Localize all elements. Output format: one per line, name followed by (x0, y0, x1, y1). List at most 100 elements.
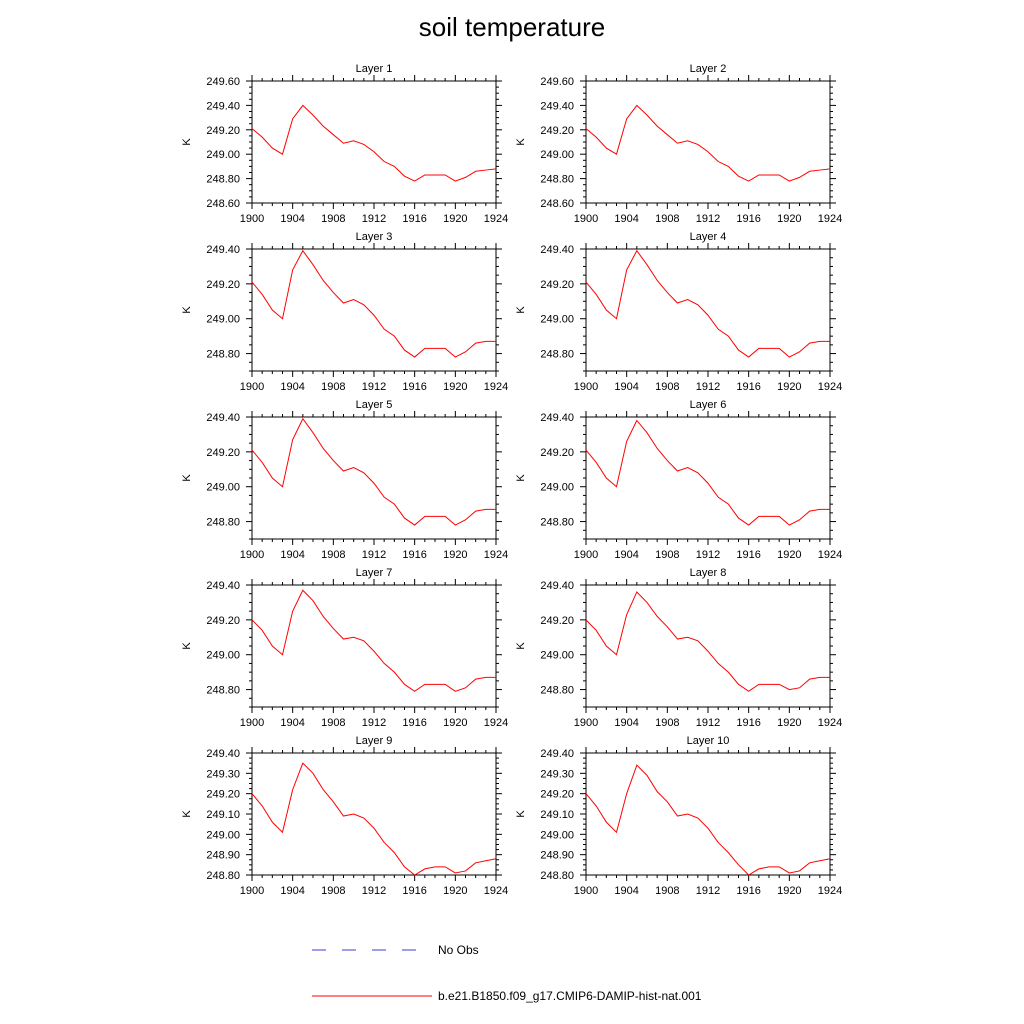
y-axis-label: K (181, 642, 193, 650)
x-tick-label: 1912 (696, 549, 720, 561)
y-axis-label: K (181, 138, 193, 146)
panel-2: Layer 2 K 1900 1904 1908 1912 1916 1920 1924 248.… (515, 63, 842, 225)
y-tick-label: 249.40 (540, 244, 574, 256)
series-line (585, 591, 830, 692)
plot-frame (251, 752, 497, 876)
x-tick-label: 1912 (696, 717, 720, 729)
x-tick-label: 1912 (362, 213, 386, 225)
x-tick-label: 1912 (696, 381, 720, 393)
panel-1: Layer 1 K 1900 1904 1908 1912 1916 1920 1924 248.… (181, 63, 508, 225)
y-tick-label: 249.20 (206, 789, 240, 801)
y-axis-label: K (181, 474, 193, 482)
x-tick-label: 1908 (655, 213, 679, 225)
y-tick-label: 249.10 (540, 809, 574, 821)
x-tick-label: 1916 (402, 549, 426, 561)
legend-label-no-obs: No Obs (438, 943, 479, 957)
y-tick-label: 249.20 (540, 447, 574, 459)
page-title: soil temperature (418, 12, 606, 42)
y-tick-label: 249.00 (540, 314, 574, 326)
plot-frame (585, 416, 831, 540)
y-tick-label: 249.40 (206, 748, 240, 760)
panel-title: Layer 6 (690, 399, 727, 411)
x-tick-label: 1904 (614, 885, 638, 897)
y-tick-label: 249.60 (540, 76, 574, 88)
x-tick-label: 1920 (443, 549, 467, 561)
series-line (251, 589, 496, 692)
series-line (251, 249, 496, 358)
x-tick-label: 1920 (443, 213, 467, 225)
y-tick-label: 249.20 (206, 447, 240, 459)
x-tick-label: 1900 (240, 213, 264, 225)
x-tick-label: 1920 (443, 381, 467, 393)
x-tick-label: 1920 (443, 717, 467, 729)
plot-frame (251, 416, 497, 540)
legend-label-model: b.e21.B1850.f09_g17.CMIP6-DAMIP-hist-nat… (438, 989, 702, 1003)
x-tick-label: 1900 (574, 381, 598, 393)
series-line (585, 104, 831, 182)
y-tick-label: 248.80 (206, 685, 240, 697)
x-tick-label: 1916 (402, 213, 426, 225)
panel-title: Layer 1 (356, 63, 393, 75)
y-tick-label: 249.40 (206, 100, 240, 112)
y-tick-label: 249.20 (540, 125, 574, 137)
y-tick-label: 249.00 (206, 314, 240, 326)
x-tick-label: 1908 (321, 885, 345, 897)
x-tick-label: 1908 (655, 549, 679, 561)
y-tick-label: 248.60 (206, 198, 240, 210)
x-tick-label: 1920 (777, 549, 801, 561)
x-tick-label: 1924 (818, 717, 842, 729)
x-tick-label: 1900 (574, 717, 598, 729)
y-tick-label: 248.90 (206, 850, 240, 862)
y-tick-label: 248.90 (540, 850, 574, 862)
x-tick-label: 1920 (777, 381, 801, 393)
x-tick-label: 1904 (614, 549, 638, 561)
panel-6: Layer 6 K 1900 1904 1908 1912 1916 1920 1924 248.… (515, 399, 842, 561)
y-tick-label: 249.40 (540, 412, 574, 424)
panel-4: Layer 4 K 1900 1904 1908 1912 1916 1920 1924 248.… (515, 231, 842, 393)
x-tick-label: 1924 (484, 717, 508, 729)
panel-7: Layer 7 K 1900 1904 1908 1912 1916 1920 1924 248.… (181, 567, 508, 729)
panel-title: Layer 4 (690, 231, 727, 243)
x-tick-label: 1904 (280, 381, 304, 393)
x-tick-label: 1904 (614, 381, 638, 393)
x-tick-label: 1912 (696, 213, 720, 225)
y-axis-label: K (181, 810, 193, 818)
x-tick-label: 1912 (362, 885, 386, 897)
y-tick-label: 249.40 (206, 412, 240, 424)
x-tick-label: 1924 (484, 885, 508, 897)
y-tick-label: 248.60 (540, 198, 574, 210)
x-tick-label: 1916 (736, 213, 760, 225)
y-tick-label: 248.80 (540, 517, 574, 529)
x-tick-label: 1900 (240, 717, 264, 729)
x-tick-label: 1924 (818, 381, 842, 393)
x-tick-label: 1920 (443, 885, 467, 897)
panel-3: Layer 3 K 1900 1904 1908 1912 1916 1920 1924 248.… (181, 231, 508, 393)
x-tick-label: 1904 (614, 213, 638, 225)
x-tick-label: 1916 (736, 381, 760, 393)
panel-10: Layer 10 K 1900 1904 1908 1912 1916 1920 1924 248… (515, 735, 842, 897)
series-line (585, 764, 831, 876)
panel-title: Layer 3 (356, 231, 393, 243)
x-tick-label: 1924 (484, 549, 508, 561)
panel-title: Layer 9 (356, 735, 393, 747)
x-tick-label: 1900 (240, 381, 264, 393)
x-tick-label: 1916 (402, 885, 426, 897)
panel-title: Layer 7 (356, 567, 393, 579)
x-tick-label: 1920 (777, 717, 801, 729)
y-axis-label: K (515, 138, 527, 146)
plot-frame (585, 80, 831, 204)
x-tick-label: 1916 (402, 381, 426, 393)
panel-title: Layer 10 (687, 735, 730, 747)
y-tick-label: 249.00 (206, 829, 240, 841)
x-tick-label: 1920 (777, 885, 801, 897)
y-tick-label: 249.20 (206, 615, 240, 627)
series-line (251, 104, 497, 182)
y-tick-label: 249.30 (540, 768, 574, 780)
x-tick-label: 1920 (777, 213, 801, 225)
y-tick-label: 248.80 (540, 349, 574, 361)
x-tick-label: 1916 (736, 717, 760, 729)
x-tick-label: 1916 (736, 549, 760, 561)
x-tick-label: 1900 (574, 885, 598, 897)
x-tick-label: 1904 (614, 717, 638, 729)
panel-title: Layer 8 (690, 567, 727, 579)
